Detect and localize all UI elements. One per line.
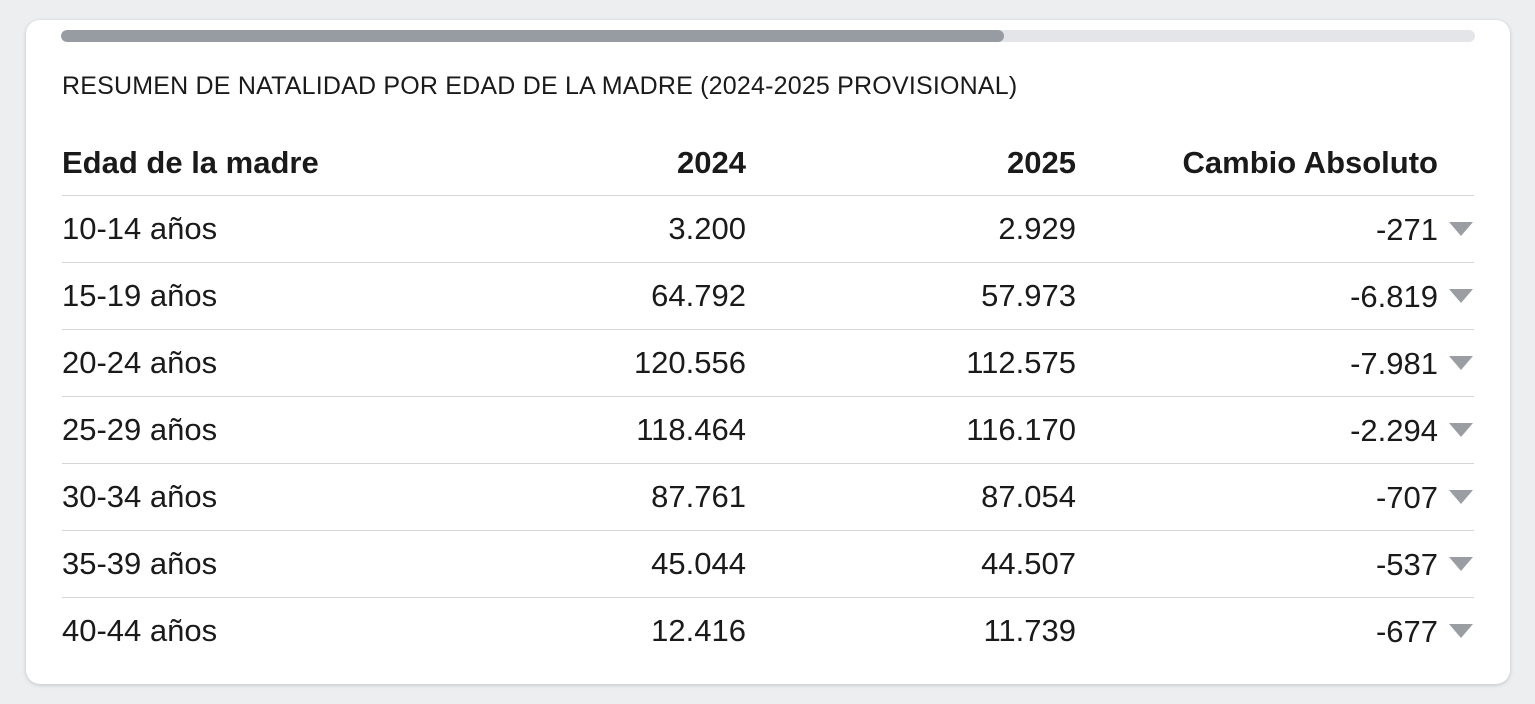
progress-bar-fill	[61, 30, 1005, 42]
cell-2025: 11.739	[983, 613, 1076, 648]
triangle-down-icon	[1448, 288, 1474, 304]
change-value: -271	[1375, 211, 1438, 247]
cell-age: 10-14 años	[62, 195, 482, 263]
table-row: 40-44 años 12.416 11.739 -677	[62, 598, 1474, 665]
cell-2025: 87.054	[746, 463, 1076, 531]
table-row: 30-34 años 87.761 87.054 -707	[62, 463, 1474, 531]
cell-2024: 118.464	[482, 396, 746, 464]
triangle-down-icon	[1448, 489, 1474, 505]
cell-2024: 64.792	[482, 262, 746, 330]
triangle-down-icon	[1448, 422, 1474, 438]
cell-change: -7.981	[1076, 329, 1474, 397]
column-header-age: Edad de la madre	[62, 130, 482, 196]
cell-2024: 87.761	[482, 463, 746, 531]
cell-age: 35-39 años	[62, 530, 482, 598]
natality-table: Edad de la madre 2024 2025 Cambio Absolu…	[62, 130, 1474, 664]
cell-change: -2.294	[1076, 396, 1474, 464]
cell-2024: 45.044	[482, 530, 746, 598]
change-value: -707	[1375, 479, 1438, 515]
summary-card: RESUMEN DE NATALIDAD POR EDAD DE LA MADR…	[26, 20, 1510, 684]
change-value: -537	[1375, 546, 1438, 582]
cell-2025: 2.929	[746, 195, 1076, 263]
cell-2024: 12.416	[651, 613, 746, 648]
change-value: -6.819	[1350, 278, 1438, 314]
triangle-down-icon	[1448, 623, 1474, 639]
table-title: RESUMEN DE NATALIDAD POR EDAD DE LA MADR…	[62, 72, 1018, 100]
change-value: -2.294	[1350, 412, 1438, 448]
cell-change: -537	[1076, 530, 1474, 598]
cell-2025: 112.575	[746, 329, 1076, 397]
table-row: 35-39 años 45.044 44.507 -537	[62, 530, 1474, 598]
cell-age: 30-34 años	[62, 463, 482, 531]
cell-2024: 120.556	[482, 329, 746, 397]
triangle-down-icon	[1448, 556, 1474, 572]
cell-2025: 116.170	[746, 396, 1076, 464]
change-value: -7.981	[1350, 345, 1438, 381]
table-header-row: Edad de la madre 2024 2025 Cambio Absolu…	[62, 130, 1474, 196]
cell-change: -271	[1076, 195, 1474, 263]
cell-change: -6.819	[1076, 262, 1474, 330]
table-row: 25-29 años 118.464 116.170 -2.294	[62, 396, 1474, 464]
cell-2025: 57.973	[746, 262, 1076, 330]
table-row: 10-14 años 3.200 2.929 -271	[62, 195, 1474, 263]
change-value: -677	[1375, 613, 1438, 649]
cell-2024: 3.200	[482, 195, 746, 263]
cell-age: 40-44 años	[62, 613, 218, 648]
column-header-2024: 2024	[482, 130, 746, 196]
cell-age: 20-24 años	[62, 329, 482, 397]
triangle-down-icon	[1448, 355, 1474, 371]
cell-age: 15-19 años	[62, 262, 482, 330]
column-header-change: Cambio Absoluto	[1076, 130, 1474, 196]
triangle-down-icon	[1448, 221, 1474, 237]
column-header-2025: 2025	[746, 130, 1076, 196]
cell-change: -707	[1076, 463, 1474, 531]
table-row: 20-24 años 120.556 112.575 -7.981	[62, 329, 1474, 397]
progress-bar	[61, 30, 1475, 42]
table-row: 15-19 años 64.792 57.973 -6.819	[62, 262, 1474, 330]
cell-change: -677	[1076, 598, 1474, 665]
cell-2025: 44.507	[746, 530, 1076, 598]
cell-age: 25-29 años	[62, 396, 482, 464]
